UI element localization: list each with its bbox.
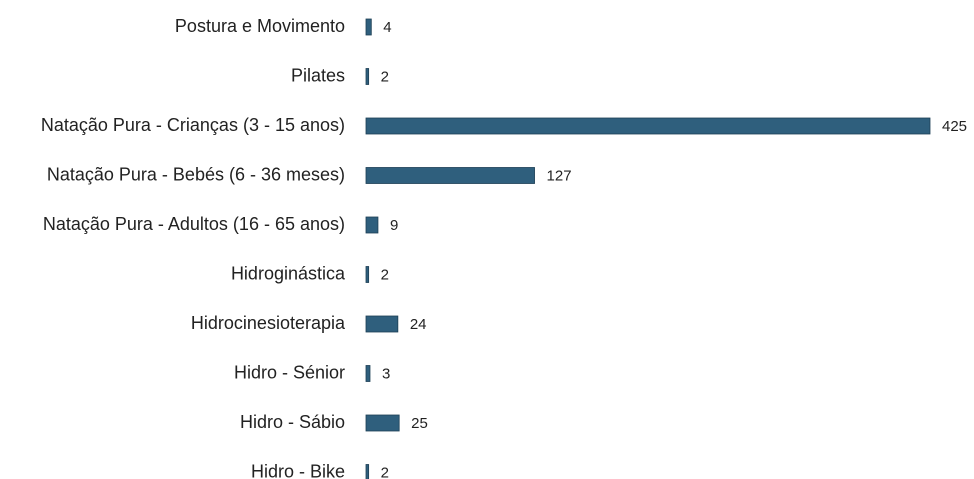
data-label: 24 <box>410 316 427 333</box>
data-label: 4 <box>383 19 391 36</box>
data-label: 25 <box>411 415 428 432</box>
category-label: Postura e Movimento <box>175 16 345 36</box>
category-label: Hidro - Sábio <box>240 412 345 432</box>
bar <box>365 464 370 479</box>
data-label: 425 <box>942 118 967 135</box>
category-label: Pilates <box>291 65 345 85</box>
data-label: 127 <box>547 167 572 184</box>
bar <box>365 117 931 135</box>
data-label: 2 <box>381 266 389 283</box>
bar <box>365 266 370 283</box>
category-label: Natação Pura - Crianças (3 - 15 anos) <box>41 115 345 135</box>
bar <box>365 365 371 382</box>
category-label: Hidro - Bike <box>251 461 345 479</box>
data-label: 3 <box>382 365 390 382</box>
bar <box>365 68 370 85</box>
data-label: 2 <box>381 464 389 479</box>
data-label: 9 <box>390 217 398 234</box>
bar <box>365 315 399 333</box>
category-label: Hidroginástica <box>231 263 346 283</box>
bar <box>365 18 372 36</box>
category-label: Hidro - Sénior <box>234 362 345 382</box>
category-label: Hidrocinesioterapia <box>191 313 346 333</box>
category-label: Natação Pura - Bebés (6 - 36 meses) <box>47 164 345 184</box>
bar <box>365 167 535 184</box>
category-label: Natação Pura - Adultos (16 - 65 anos) <box>43 214 345 234</box>
bar <box>365 216 379 234</box>
bar <box>365 414 400 432</box>
data-label: 2 <box>381 68 389 85</box>
